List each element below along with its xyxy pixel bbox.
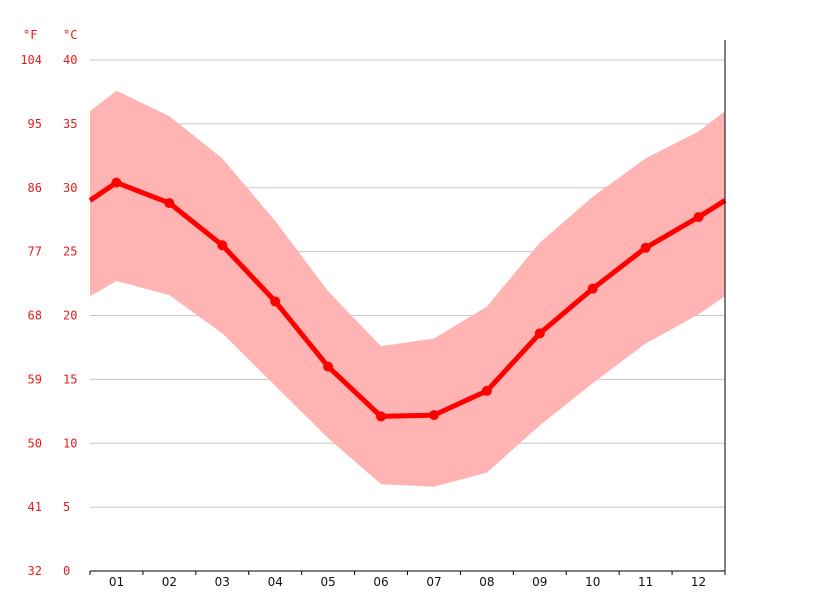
mean-temperature-point bbox=[481, 385, 492, 396]
y-tick-fahrenheit: 104 bbox=[20, 53, 42, 67]
mean-temperature-point bbox=[217, 240, 228, 251]
mean-temperature-point bbox=[323, 361, 334, 372]
y-tick-celsius: 30 bbox=[63, 181, 77, 195]
y-tick-celsius: 40 bbox=[63, 53, 77, 67]
y-tick-celsius: 5 bbox=[63, 500, 70, 514]
x-tick-label: 01 bbox=[109, 575, 124, 589]
mean-temperature-point bbox=[693, 212, 704, 223]
y-tick-fahrenheit: 59 bbox=[28, 372, 42, 386]
y-tick-fahrenheit: 32 bbox=[28, 564, 42, 578]
fahrenheit-unit-label: °F bbox=[23, 28, 37, 42]
mean-temperature-point bbox=[376, 411, 387, 422]
y-tick-fahrenheit: 95 bbox=[28, 117, 42, 131]
y-tick-celsius: 25 bbox=[63, 245, 77, 259]
y-tick-celsius: 10 bbox=[63, 436, 77, 450]
x-tick-label: 08 bbox=[479, 575, 494, 589]
mean-temperature-point bbox=[587, 283, 598, 294]
mean-temperature-line bbox=[88, 180, 727, 419]
mean-temperature-point bbox=[428, 410, 439, 421]
mean-temperature-point bbox=[270, 296, 281, 307]
x-tick-label: 11 bbox=[638, 575, 653, 589]
celsius-unit-label: °C bbox=[63, 28, 77, 42]
x-tick-label: 09 bbox=[532, 575, 547, 589]
y-tick-celsius: 20 bbox=[63, 309, 77, 323]
x-tick-label: 10 bbox=[585, 575, 600, 589]
x-tick-label: 03 bbox=[215, 575, 230, 589]
y-tick-fahrenheit: 41 bbox=[28, 500, 42, 514]
y-tick-labels: 32 0 41 5 50 10 59 15 68 20 77 25 86 30 95 35 104 40 bbox=[20, 53, 77, 578]
y-tick-celsius: 0 bbox=[63, 564, 70, 578]
y-tick-fahrenheit: 50 bbox=[28, 436, 42, 450]
y-tick-fahrenheit: 86 bbox=[28, 181, 42, 195]
mean-temperature-points bbox=[111, 177, 704, 422]
y-tick-celsius: 35 bbox=[63, 117, 77, 131]
y-tick-celsius: 15 bbox=[63, 372, 77, 386]
x-tick-label: 05 bbox=[320, 575, 335, 589]
temperature-range-band bbox=[90, 90, 725, 487]
y-tick-fahrenheit: 68 bbox=[28, 309, 42, 323]
x-tick-label: 12 bbox=[691, 575, 706, 589]
x-tick-labels: 01 02 03 04 05 06 07 08 09 10 11 12 bbox=[109, 575, 706, 589]
mean-temperature-point bbox=[111, 177, 122, 188]
y-tick-fahrenheit: 77 bbox=[28, 245, 42, 259]
mean-temperature-point bbox=[534, 328, 545, 339]
mean-temperature-point bbox=[164, 198, 175, 209]
x-tick-label: 06 bbox=[373, 575, 388, 589]
axes bbox=[89, 40, 726, 575]
x-tick-label: 04 bbox=[268, 575, 283, 589]
x-tick-label: 07 bbox=[426, 575, 441, 589]
mean-temperature-point bbox=[640, 242, 651, 253]
x-tick-label: 02 bbox=[162, 575, 177, 589]
